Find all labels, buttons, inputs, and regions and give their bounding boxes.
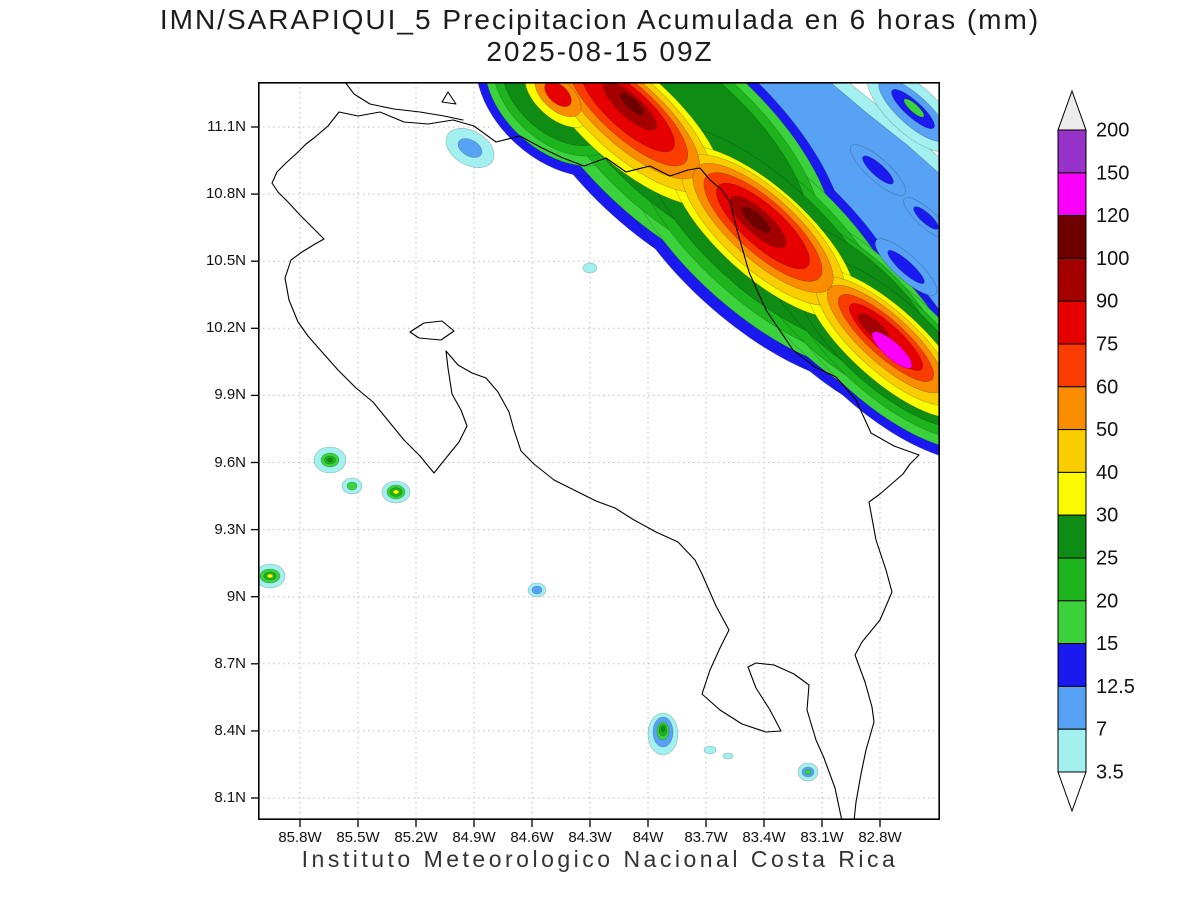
- x-axis-label: 85.5W: [336, 829, 380, 846]
- colorbar-arrow-bottom: [1057, 771, 1087, 813]
- colorbar-label: 25: [1096, 548, 1118, 570]
- colorbar: 200 150 120 100 90 75 60 50 40 30 25 20 15 12.5 7 3.5: [1057, 89, 1135, 813]
- precip-contour: [913, 206, 939, 230]
- precip-contour: [804, 769, 812, 775]
- x-axis-label: 83.1W: [800, 829, 844, 846]
- x-axis-label: 84.3W: [568, 829, 612, 846]
- lake-island: [441, 91, 457, 105]
- precip-contour: [660, 725, 666, 733]
- figure-title: IMN/SARAPIQUI_5 Precipitacion Acumulada …: [159, 4, 1041, 35]
- precip-contour: [457, 138, 483, 158]
- y-axis-label: 8.7N: [214, 654, 246, 672]
- colorbar-segment: [1057, 215, 1087, 259]
- colorbar-label: 50: [1096, 419, 1118, 441]
- colorbar-segment: [1057, 172, 1087, 217]
- colorbar-label: 120: [1096, 205, 1129, 227]
- colorbar-segment: [1057, 300, 1087, 345]
- y-axis-label: 10.2N: [205, 319, 246, 337]
- precip-contour: [266, 573, 274, 579]
- colorbar-arrow-top: [1057, 89, 1087, 131]
- colorbar-segment: [1057, 471, 1087, 516]
- y-axis-label: 10.8N: [205, 185, 246, 203]
- colorbar-label: 40: [1096, 462, 1118, 484]
- map-plot: [251, 82, 941, 827]
- precip-contour: [741, 206, 771, 234]
- y-axis-label: 9.6N: [214, 453, 246, 471]
- precip-contour: [703, 745, 717, 755]
- lake-nicaragua-shore: [344, 82, 464, 121]
- x-axis-label: 83.4W: [742, 829, 786, 846]
- colorbar-segment: [1057, 343, 1087, 388]
- colorbar-segment: [1057, 129, 1087, 174]
- colorbar-segment: [1057, 728, 1087, 773]
- colorbar-label: 90: [1096, 291, 1118, 313]
- x-axis-label: 84.6W: [510, 829, 554, 846]
- colorbar-label: 60: [1096, 376, 1118, 398]
- colorbar-label: 30: [1096, 505, 1118, 527]
- x-axis-label: 85.8W: [278, 829, 322, 846]
- colorbar-label: 150: [1096, 162, 1129, 184]
- y-axis-label: 9.3N: [214, 520, 246, 538]
- y-axis-label: 9.9N: [214, 386, 246, 404]
- precip-contour: [582, 262, 598, 274]
- colorbar-label: 200: [1096, 120, 1129, 142]
- y-axis-label: 11.1N: [207, 118, 246, 135]
- precip-contour: [862, 155, 894, 185]
- precip-contour: [346, 481, 358, 491]
- precip-contour: [871, 331, 913, 369]
- colorbar-segment: [1057, 514, 1087, 559]
- chira-island: [409, 320, 455, 341]
- colorbar-segment: [1057, 685, 1087, 730]
- x-axis-label: 83.7W: [684, 829, 728, 846]
- colorbar-segment: [1057, 429, 1087, 473]
- plot-frame: [258, 82, 941, 821]
- colorbar-label: 75: [1096, 334, 1118, 356]
- y-axis-label: 9N: [226, 587, 246, 605]
- colorbar-label: 3.5: [1096, 762, 1124, 784]
- costa-rica-outline: [271, 111, 920, 820]
- precip-contour: [887, 250, 925, 284]
- colorbar-scale: 200 150 120 100 90 75 60 50 40 30 25 20 15 12.5 7 3.5: [1057, 89, 1135, 813]
- x-axis-label: 82.8W: [858, 829, 902, 846]
- precip-contour: [392, 489, 400, 495]
- colorbar-label: 15: [1096, 633, 1118, 655]
- precip-contour: [327, 457, 333, 463]
- y-axis-label: 10.5N: [205, 252, 246, 270]
- colorbar-label: 20: [1096, 590, 1118, 612]
- x-axis-label: 84W: [632, 829, 664, 846]
- axis-ticks: [251, 126, 881, 827]
- coastline: [271, 82, 920, 820]
- colorbar-segment: [1057, 257, 1087, 302]
- colorbar-label: 7: [1096, 719, 1107, 741]
- precip-contour: [620, 92, 644, 116]
- figure-subtitle: 2025-08-15 09Z: [486, 36, 714, 67]
- figure-footer: Instituto Meteorologico Nacional Costa R…: [301, 846, 899, 872]
- y-axis-label: 8.1N: [214, 789, 246, 806]
- colorbar-segment: [1057, 386, 1087, 431]
- y-axis-label: 8.4N: [214, 721, 246, 739]
- colorbar-segment: [1057, 600, 1087, 645]
- x-axis-label: 84.9W: [452, 829, 496, 846]
- precip-field: [258, 82, 940, 782]
- precip-contour: [903, 98, 925, 118]
- x-axis-label: 85.2W: [394, 829, 438, 846]
- precip-contour: [531, 585, 543, 595]
- colorbar-label: 12.5: [1096, 676, 1135, 698]
- colorbar-label: 100: [1096, 248, 1129, 270]
- colorbar-segment: [1057, 643, 1087, 687]
- precip-contour: [722, 752, 734, 760]
- colorbar-segment: [1057, 557, 1087, 602]
